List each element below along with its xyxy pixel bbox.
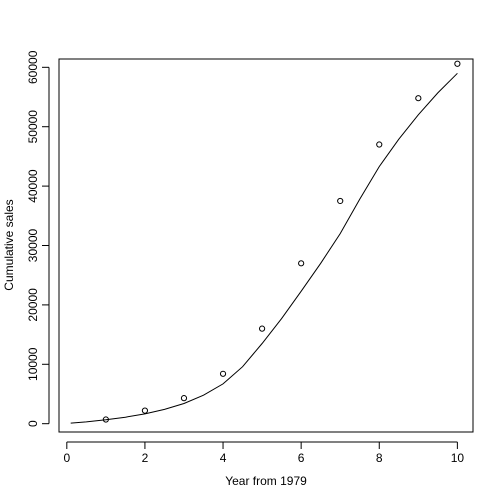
- y-tick-label: 60000: [26, 50, 40, 84]
- y-tick-label: 50000: [26, 110, 40, 144]
- y-tick-label: 30000: [26, 228, 40, 262]
- y-tick-label: 40000: [26, 169, 40, 203]
- x-axis: 0 2 4 6 8 10: [63, 441, 465, 465]
- data-point: [337, 197, 344, 205]
- x-tick-label: 4: [220, 451, 227, 465]
- data-point: [180, 395, 188, 402]
- data-point: [454, 60, 461, 67]
- y-axis-title: Cumulative sales: [2, 199, 16, 290]
- x-axis-title: Year from 1979: [225, 474, 307, 488]
- y-tick-label: 0: [26, 420, 40, 427]
- x-tick-label: 2: [142, 451, 149, 465]
- x-tick-label: 8: [376, 451, 383, 465]
- y-tick-label: 20000: [26, 288, 40, 322]
- plot-frame: [58, 58, 474, 433]
- x-tick-label: 6: [298, 451, 305, 465]
- data-point: [415, 95, 422, 102]
- y-tick-label: 10000: [26, 347, 40, 381]
- data-point: [298, 260, 305, 267]
- data-point: [219, 370, 227, 377]
- fitted-curve-line: [70, 72, 458, 424]
- x-tick-label: 0: [63, 451, 70, 465]
- data-point: [376, 141, 383, 148]
- x-tick-label: 10: [451, 451, 465, 465]
- series-layer: [70, 60, 461, 424]
- data-point: [141, 407, 149, 414]
- data-point: [258, 325, 266, 332]
- y-axis: 0 10000 20000 30000 40000 50000 60000: [26, 50, 50, 427]
